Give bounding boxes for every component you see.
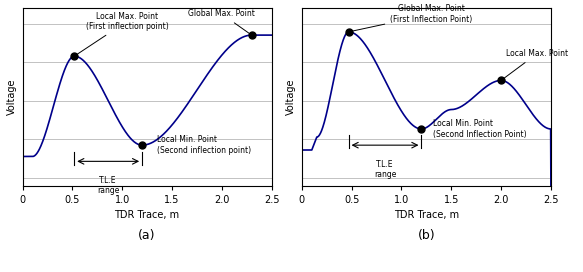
Text: (b): (b) <box>417 229 435 242</box>
Text: Local Min. Point
(Second Inflection Point): Local Min. Point (Second Inflection Poin… <box>433 119 527 139</box>
Text: Global Max. Point: Global Max. Point <box>188 10 255 33</box>
Text: Local Min. Point
(Second inflection point): Local Min. Point (Second inflection poin… <box>157 135 251 155</box>
Y-axis label: Voltage: Voltage <box>7 78 17 115</box>
Y-axis label: Voltage: Voltage <box>286 78 296 115</box>
Text: Global Max. Point
(First Inflection Point): Global Max. Point (First Inflection Poin… <box>352 4 472 31</box>
Text: Local Max. Point
(First inflection point): Local Max. Point (First inflection point… <box>76 11 168 55</box>
Text: (a): (a) <box>138 229 156 242</box>
Text: Local Max. Point: Local Max. Point <box>503 49 568 79</box>
Text: T.L.E
range: T.L.E range <box>374 160 396 179</box>
X-axis label: TDR Trace, m: TDR Trace, m <box>114 210 180 220</box>
X-axis label: TDR Trace, m: TDR Trace, m <box>394 210 459 220</box>
Text: T.L.E
range: T.L.E range <box>97 176 120 195</box>
